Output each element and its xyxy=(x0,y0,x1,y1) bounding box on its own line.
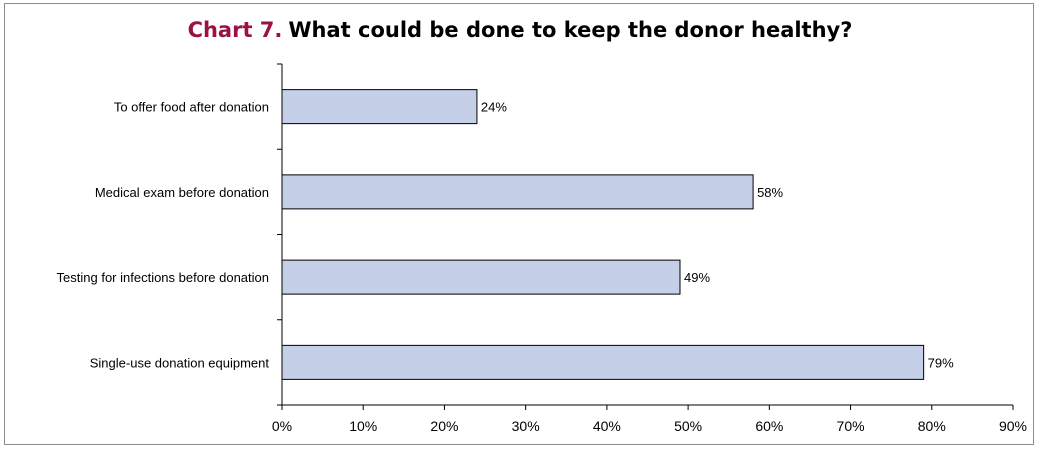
bar xyxy=(281,259,681,295)
chart-title-text: What could be done to keep the donor hea… xyxy=(288,18,853,42)
data-label: 58% xyxy=(757,185,783,200)
x-tick-label: 40% xyxy=(593,418,621,434)
data-label: 49% xyxy=(684,270,710,285)
bar xyxy=(281,344,925,380)
x-tick-label: 20% xyxy=(430,418,458,434)
x-tick-label: 80% xyxy=(918,418,946,434)
x-tick-label: 50% xyxy=(674,418,702,434)
data-label: 24% xyxy=(481,100,507,115)
category-label: Medical exam before donation xyxy=(95,185,269,200)
category-label: Single-use donation equipment xyxy=(90,355,270,370)
category-label: To offer food after donation xyxy=(114,100,269,115)
chart-title-prefix: Chart 7. xyxy=(187,18,283,42)
x-tick-label: 30% xyxy=(512,418,540,434)
x-tick-label: 0% xyxy=(272,418,292,434)
chart-title: Chart 7. What could be done to keep the d… xyxy=(0,18,1040,42)
category-label: Testing for infections before donation xyxy=(57,270,269,285)
bar xyxy=(281,89,478,125)
x-tick-label: 60% xyxy=(755,418,783,434)
data-label: 79% xyxy=(928,355,954,370)
x-tick-label: 70% xyxy=(837,418,865,434)
bar xyxy=(281,174,754,210)
x-tick-label: 90% xyxy=(999,418,1027,434)
x-tick-label: 10% xyxy=(349,418,377,434)
